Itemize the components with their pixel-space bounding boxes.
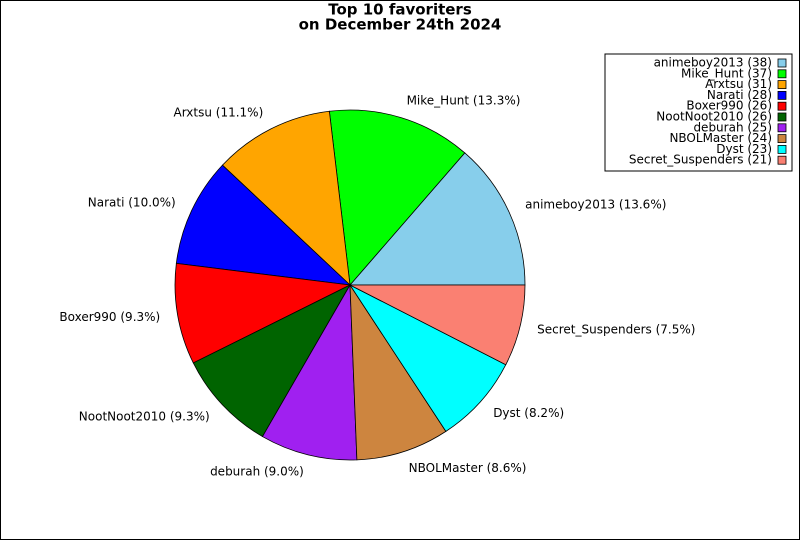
pie-slice bbox=[349, 284, 526, 366]
pie-slice bbox=[175, 164, 352, 286]
legend-label: Dyst (23) bbox=[716, 142, 772, 156]
pie-slice bbox=[221, 110, 351, 287]
legend-label: animeboy2013 (38) bbox=[654, 56, 772, 70]
slice-label: Boxer990 (9.3%) bbox=[59, 310, 160, 324]
slice-label: Arxtsu (11.1%) bbox=[173, 106, 263, 120]
legend-swatch bbox=[777, 91, 787, 100]
legend-swatch bbox=[777, 134, 787, 144]
pie-slice bbox=[349, 152, 526, 286]
legend-label: Mike_Hunt (37) bbox=[681, 66, 772, 80]
pie-slice bbox=[328, 109, 466, 286]
legend-swatch bbox=[777, 144, 787, 154]
legend-label: Boxer990 (26) bbox=[686, 99, 772, 113]
slice-label: Narati (10.0%) bbox=[88, 196, 176, 210]
slice-label: animeboy2013 (13.6%) bbox=[525, 198, 666, 212]
legend-label: NootNoot2010 (26) bbox=[656, 110, 772, 124]
pie-slice bbox=[349, 283, 447, 461]
legend-swatch bbox=[777, 123, 787, 133]
legend-label: Narati (28) bbox=[707, 88, 772, 102]
legend-label: Secret_Suspenders (21) bbox=[629, 153, 772, 167]
slice-label: NBOLMaster (8.6%) bbox=[409, 461, 527, 475]
legend-box bbox=[604, 53, 793, 172]
legend-label: Arxtsu (31) bbox=[705, 77, 772, 91]
legend-swatch bbox=[777, 101, 787, 111]
legend-label: NBOLMaster (24) bbox=[669, 131, 772, 145]
slice-label: Secret_Suspenders (7.5%) bbox=[537, 323, 695, 337]
legend-swatch bbox=[777, 112, 787, 122]
chart-subtitle: on December 24th 2024 bbox=[299, 16, 502, 34]
legend-swatch bbox=[777, 155, 787, 165]
legend-swatch bbox=[777, 69, 787, 79]
pie-slice bbox=[261, 283, 358, 461]
legend-swatch bbox=[777, 58, 787, 68]
legend-swatch bbox=[777, 80, 787, 89]
slice-label: deburah (9.0%) bbox=[210, 464, 304, 478]
pie-slice bbox=[174, 262, 352, 364]
slice-label: Dyst (8.2%) bbox=[493, 406, 564, 420]
legend-label: deburah (25) bbox=[693, 120, 772, 134]
slice-label: NootNoot2010 (9.3%) bbox=[79, 409, 210, 423]
slice-label: Mike_Hunt (13.3%) bbox=[407, 94, 521, 108]
chart-title: Top 10 favoriters bbox=[328, 1, 472, 19]
pie-slice bbox=[348, 283, 507, 432]
pie-slice bbox=[192, 284, 352, 438]
